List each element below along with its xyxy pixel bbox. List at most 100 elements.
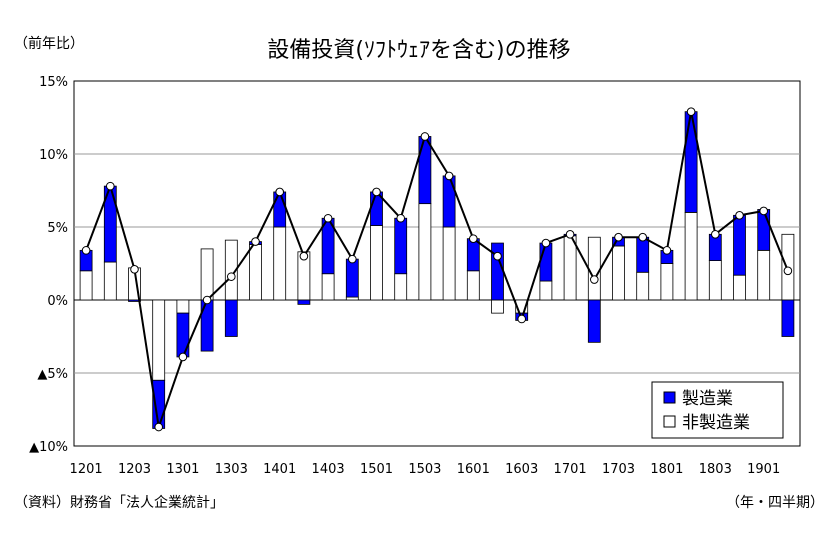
total-point: [275, 187, 285, 197]
y-axis-unit-label: （前年比）: [14, 36, 84, 52]
total-point: [130, 265, 139, 274]
bar-manufacturing: [757, 209, 771, 251]
bar-non-manufacturing: [249, 244, 262, 301]
total-point: [686, 107, 696, 116]
bar-manufacturing: [442, 175, 456, 228]
bar-non-manufacturing: [200, 248, 214, 301]
total-point: [759, 206, 769, 216]
bar-non-manufacturing: [636, 271, 650, 301]
bar-non-manufacturing: [587, 236, 601, 301]
bar-manufacturing: [733, 214, 746, 276]
bar-non-manufacturing: [491, 299, 504, 314]
x-axis-unit-label: （年・四半期）: [726, 495, 824, 511]
total-point: [251, 237, 260, 246]
bar-non-manufacturing: [442, 226, 456, 301]
bar-non-manufacturing: [370, 225, 383, 301]
bar-manufacturing: [345, 258, 359, 298]
total-point: [444, 171, 454, 181]
total-point: [178, 352, 188, 362]
bar-non-manufacturing: [345, 296, 359, 301]
bar-non-manufacturing: [466, 270, 480, 301]
bar-non-manufacturing: [394, 273, 408, 301]
total-point: [227, 272, 236, 281]
x-tick-label: 1401: [263, 462, 296, 477]
total-point: [517, 314, 527, 324]
y-tick-label: 5%: [47, 221, 68, 236]
bar-manufacturing: [418, 136, 432, 205]
total-point: [735, 211, 744, 220]
legend-box: [651, 381, 784, 439]
x-tick-label: 1801: [650, 462, 683, 477]
total-point: [493, 251, 502, 261]
total-point: [711, 230, 720, 239]
chart-title: 設備投資(ｿﾌﾄｳｪｱを含む)の推移: [267, 38, 571, 63]
x-tick-label: 1603: [505, 462, 538, 477]
x-tick-label: 1303: [215, 462, 248, 477]
bar-non-manufacturing: [273, 226, 287, 301]
bar-non-manufacturing: [708, 260, 722, 301]
total-point: [565, 230, 575, 239]
bar-non-manufacturing: [103, 261, 117, 301]
total-point: [469, 234, 478, 243]
bar-non-manufacturing: [418, 203, 432, 301]
bar-manufacturing: [781, 299, 795, 337]
bar-non-manufacturing: [684, 211, 698, 301]
total-point: [783, 266, 793, 276]
x-tick-label: 1803: [699, 462, 732, 477]
bar-manufacturing: [466, 238, 480, 272]
total-point: [396, 213, 406, 223]
x-tick-label: 1601: [457, 462, 490, 477]
x-tick-label: 1501: [360, 462, 393, 477]
y-tick-label: ▲10%: [29, 440, 68, 455]
bar-non-manufacturing: [79, 270, 93, 301]
bar-manufacturing: [684, 111, 698, 213]
total-point: [299, 251, 309, 261]
bar-manufacturing: [128, 299, 141, 302]
total-point: [348, 254, 357, 264]
bar-manufacturing: [224, 299, 238, 337]
bar-manufacturing: [176, 312, 190, 358]
y-tick-label: 0%: [47, 294, 68, 309]
bar-non-manufacturing: [176, 299, 190, 314]
bar-non-manufacturing: [660, 263, 674, 301]
total-point: [372, 187, 381, 197]
x-tick-label: 1201: [70, 462, 103, 477]
legend-label: 製造業: [682, 389, 733, 409]
bar-non-manufacturing: [152, 299, 166, 381]
bar-manufacturing: [394, 217, 408, 275]
total-point: [81, 246, 91, 255]
total-point: [154, 422, 163, 432]
x-tick-label: 1503: [408, 462, 441, 477]
total-point: [323, 213, 333, 223]
bar-non-manufacturing: [757, 249, 771, 301]
bar-non-manufacturing: [321, 273, 335, 301]
y-tick-label: 15%: [39, 75, 68, 90]
total-point: [590, 275, 599, 284]
total-point: [662, 246, 672, 255]
x-tick-label: 1301: [166, 462, 199, 477]
bar-manufacturing: [297, 299, 311, 305]
legend-swatch: [663, 391, 676, 404]
bar-manufacturing: [636, 236, 650, 273]
total-point: [420, 132, 430, 141]
bar-manufacturing: [491, 242, 504, 301]
bar-manufacturing: [587, 299, 601, 343]
bar-manufacturing: [273, 191, 287, 228]
bar-manufacturing: [539, 242, 553, 282]
total-point: [106, 181, 115, 191]
total-point: [638, 232, 648, 242]
x-tick-label: 1203: [118, 462, 151, 477]
y-tick-label: 10%: [39, 148, 68, 163]
legend-label: 非製造業: [682, 413, 750, 433]
bar-non-manufacturing: [563, 235, 577, 301]
x-tick-label: 1701: [554, 462, 587, 477]
bar-non-manufacturing: [612, 245, 625, 301]
y-tick-label: ▲5%: [37, 367, 68, 382]
x-tick-label: 1901: [747, 462, 780, 477]
total-line: [85, 111, 789, 428]
legend-swatch: [663, 415, 676, 428]
x-tick-label: 1403: [312, 462, 345, 477]
source-note: （資料）財務省「法人企業統計」: [14, 495, 224, 511]
bar-non-manufacturing: [733, 274, 746, 301]
